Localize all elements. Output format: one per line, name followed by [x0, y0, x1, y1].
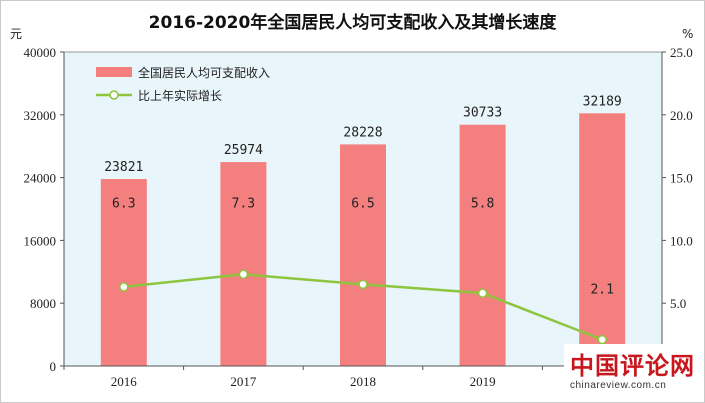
- left-axis-tick-label: 0: [50, 359, 57, 374]
- watermark: 中国评论网 chinareview.com.cn: [564, 344, 704, 402]
- growth-point-label-2019: 5.8: [471, 197, 494, 212]
- growth-point-2017: [238, 269, 249, 280]
- legend-swatch-income: [96, 67, 132, 77]
- x-axis-tick-label: 2018: [350, 374, 376, 389]
- right-axis-tick-label: 15.0: [670, 171, 693, 186]
- growth-point-label-2018: 6.5: [351, 197, 374, 212]
- legend-marker-growth: [109, 90, 119, 100]
- income-bar-label-2017: 25974: [224, 143, 263, 158]
- left-axis-tick-label: 24000: [24, 171, 57, 186]
- legend-label-growth: 比上年实际增长: [138, 88, 222, 103]
- growth-point-2016: [119, 282, 129, 292]
- income-bar-2019: [459, 124, 506, 367]
- watermark-url: chinareview.com.cn: [570, 380, 667, 391]
- left-axis-tick-label: 32000: [24, 108, 57, 123]
- right-axis-tick-label: 25.0: [670, 45, 693, 60]
- right-axis-unit: %: [682, 27, 693, 41]
- growth-point-label-2016: 6.3: [112, 197, 135, 212]
- left-axis-tick-label: 40000: [24, 45, 57, 60]
- legend-label-income: 全国居民人均可支配收入: [138, 65, 270, 80]
- growth-point-2018: [358, 279, 368, 290]
- growth-point-label-2017: 7.3: [232, 197, 255, 212]
- watermark-logo: 中国评论网: [570, 352, 695, 380]
- right-axis-tick-label: 5.0: [670, 296, 686, 311]
- x-axis-tick-label: 2017: [230, 374, 257, 389]
- income-bar-label-2019: 30733: [463, 106, 502, 121]
- income-bar-2017: [220, 162, 267, 366]
- growth-point-2020: [597, 334, 607, 345]
- income-bar-2018: [340, 144, 386, 366]
- income-bar-label-2020: 32189: [583, 94, 622, 109]
- x-axis-tick-label: 2016: [111, 374, 138, 389]
- income-bar-2020: [579, 113, 626, 367]
- chart-title: 2016-2020年全国居民人均可支配收入及其增长速度: [148, 13, 557, 33]
- x-axis-tick-label: 2019: [470, 374, 496, 389]
- income-bar-label-2018: 28228: [343, 125, 382, 140]
- income-bar-2016: [100, 179, 147, 366]
- right-axis-tick-label: 20.0: [670, 108, 693, 123]
- right-axis-tick-label: 10.0: [670, 233, 693, 248]
- left-axis-unit: 元: [10, 27, 22, 41]
- income-bar-label-2016: 23821: [104, 160, 143, 175]
- growth-point-2019: [477, 288, 488, 298]
- left-axis-tick-label: 16000: [24, 233, 57, 248]
- left-axis-tick-label: 8000: [30, 296, 56, 311]
- growth-point-label-2020: 2.1: [590, 283, 613, 298]
